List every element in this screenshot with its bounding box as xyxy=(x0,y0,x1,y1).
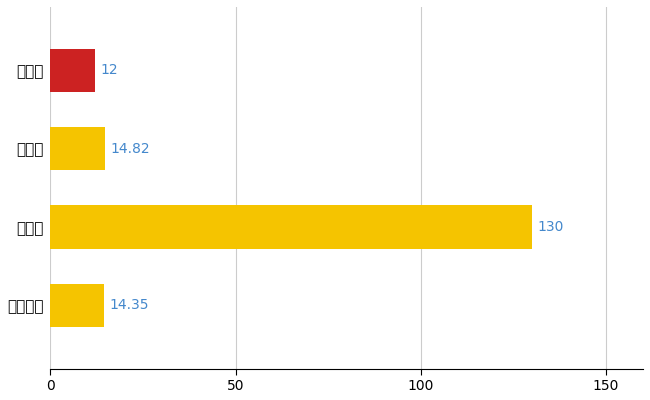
Bar xyxy=(51,127,105,170)
Text: 12: 12 xyxy=(100,63,118,77)
Bar xyxy=(51,206,532,248)
Text: 130: 130 xyxy=(538,220,564,234)
Bar xyxy=(51,284,103,327)
Text: 14.82: 14.82 xyxy=(111,142,150,156)
Bar xyxy=(51,49,95,92)
Text: 14.35: 14.35 xyxy=(109,298,149,312)
